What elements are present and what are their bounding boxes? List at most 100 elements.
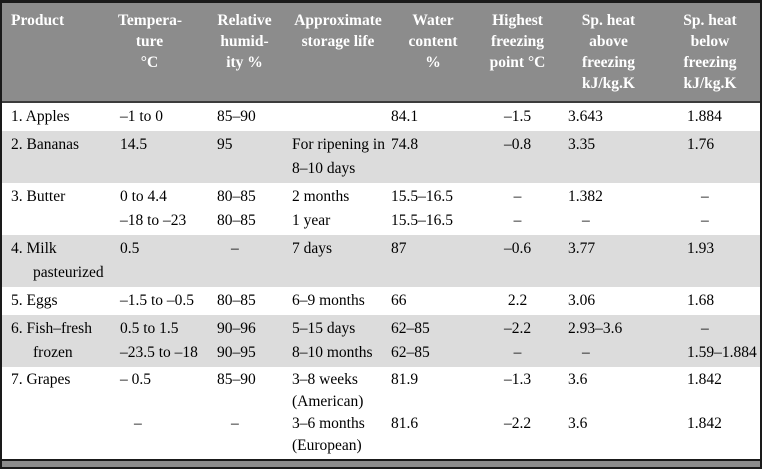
cell-line: 3–6 months <box>292 415 365 432</box>
table-cell-sp-heat-below: 1.93 <box>682 235 760 287</box>
cell-line: – <box>231 240 239 257</box>
cell-line: 5. Eggs <box>11 292 58 309</box>
cell-line: –23.5 to –18 <box>120 344 198 361</box>
header-line: ture <box>135 33 164 50</box>
cell-line: 15.5–16.5 <box>391 212 453 229</box>
header-cell-humidity: Relative humid-ity % <box>215 3 288 103</box>
cell-line: 3.77 <box>568 240 596 257</box>
table-row: 3. Butter 0 to 4.4 –18 to –23 80–85 80–85 2 … <box>2 183 760 235</box>
cell-line <box>478 157 557 181</box>
cell-line <box>391 157 478 181</box>
cell-line: 6. Fish–fresh <box>11 320 92 337</box>
table-cell-product: 1. Apples <box>2 102 118 131</box>
table-cell-sp-heat-below: – 1.59–1.884 <box>682 315 760 367</box>
cell-line: pasteurized <box>33 264 104 281</box>
cell-line: 7. Grapes <box>11 371 71 388</box>
header-line: content <box>408 33 458 50</box>
cell-line <box>120 157 215 181</box>
table-cell-humidity: 95 <box>215 131 288 183</box>
table-cell-product: 5. Eggs <box>2 287 118 315</box>
cell-line: 8–10 days <box>292 160 356 177</box>
table-cell-storage-life: 5–15 days 8–10 months <box>288 315 388 367</box>
header-cell-storage-life: Approximate storage life <box>288 3 388 103</box>
cell-line: 8–10 months <box>292 344 373 361</box>
cell-line: – <box>513 188 522 205</box>
cell-line: 3.6 <box>568 371 588 388</box>
header-cell-water-content: Water content% <box>388 3 478 103</box>
cell-line: – <box>513 212 522 229</box>
header-line: Sp. heat <box>683 12 737 29</box>
cell-line: 3. Butter <box>11 188 66 205</box>
cell-line: 0.5 <box>120 240 140 257</box>
header-line: below <box>690 33 730 50</box>
cell-line: –2.2 <box>503 415 532 432</box>
table-cell-sp-heat-above: 1.382 – <box>565 183 682 235</box>
table-cell-storage-life: 3–8 weeks (American) 3–6 months (European) <box>288 367 388 459</box>
cell-line: 81.9 <box>391 371 419 388</box>
cell-line: 2.2 <box>507 292 528 309</box>
cell-line: 1. Apples <box>11 108 70 125</box>
table-cell-water-content: 62–85 62–85 <box>388 315 478 367</box>
header-cell-sp-heat-above: Sp. heat above freezing kJ/kg.K <box>565 3 682 103</box>
table-cell-storage-life: 6–9 months <box>288 287 388 315</box>
table-cell-temperature: – 0.5 – <box>118 367 215 459</box>
header-line: kJ/kg.K <box>683 75 737 92</box>
cell-line: 2. Bananas <box>11 136 80 153</box>
cell-line: – <box>231 415 239 432</box>
cell-line: 1.76 <box>687 136 715 153</box>
cell-line <box>687 157 760 181</box>
cell-line: 14.5 <box>120 136 148 153</box>
cell-line: – <box>701 212 709 229</box>
table-cell-sp-heat-above: 3.77 <box>565 235 682 287</box>
table-cell-freezing-point: 2.2 <box>478 287 565 315</box>
cell-line: – <box>513 344 522 361</box>
cell-line: 3.06 <box>568 292 596 309</box>
table-header-row: Product Tempera-ture °C Relative humid-ity %… <box>2 3 760 103</box>
products-table: Product Tempera-ture °C Relative humid-ity %… <box>2 3 760 459</box>
cell-line: – <box>701 320 709 337</box>
cell-line: 84.1 <box>391 108 419 125</box>
cell-line: 1.842 <box>687 415 722 432</box>
table-cell-sp-heat-below: 1.884 <box>682 102 760 131</box>
cell-line <box>11 391 118 413</box>
cell-line: 90–96 <box>217 320 256 337</box>
cell-line: 1.93 <box>687 240 715 257</box>
cell-line <box>478 391 557 413</box>
cell-line: 74.8 <box>391 136 419 153</box>
cell-line <box>292 105 388 129</box>
header-line: °C <box>140 54 159 71</box>
table-cell-freezing-point: – – <box>478 183 565 235</box>
table-cell-temperature: 0.5 to 1.5 –23.5 to –18 <box>118 315 215 367</box>
cell-line: 3–8 weeks <box>292 371 358 388</box>
table-cell-storage-life: 7 days <box>288 235 388 287</box>
cell-line: – <box>582 212 590 229</box>
header-line: humid- <box>220 33 269 50</box>
header-line: Approximate <box>294 12 382 29</box>
table-cell-sp-heat-below: – – <box>682 183 760 235</box>
cell-line <box>11 209 118 233</box>
cell-line: 3.6 <box>568 415 588 432</box>
table-cell-sp-heat-above: 2.93–3.6 – <box>565 315 682 367</box>
cell-line <box>120 391 215 413</box>
cell-line <box>687 435 760 457</box>
cell-line: 80–85 <box>217 292 256 309</box>
table-cell-freezing-point: –2.2 – <box>478 315 565 367</box>
header-line: freezing <box>683 54 737 71</box>
cell-line <box>120 261 215 285</box>
cell-line <box>120 435 215 457</box>
table-cell-sp-heat-below: 1.842 1.842 <box>682 367 760 459</box>
cell-line <box>217 435 288 457</box>
cell-line <box>687 261 760 285</box>
cell-line <box>568 261 682 285</box>
table-cell-sp-heat-above: 3.643 <box>565 102 682 131</box>
table-cell-water-content: 84.1 <box>388 102 478 131</box>
table-cell-humidity: 85–90 – <box>215 367 288 459</box>
cell-line: 62–85 <box>391 344 430 361</box>
header-line: ity % <box>226 54 263 71</box>
table-cell-temperature: –1 to 0 <box>118 102 215 131</box>
table-cell-storage-life: 2 months 1 year <box>288 183 388 235</box>
cell-line: 4. Milk <box>11 240 57 257</box>
cell-line: 1.382 <box>568 188 603 205</box>
table-cell-sp-heat-above: 3.35 <box>565 131 682 183</box>
